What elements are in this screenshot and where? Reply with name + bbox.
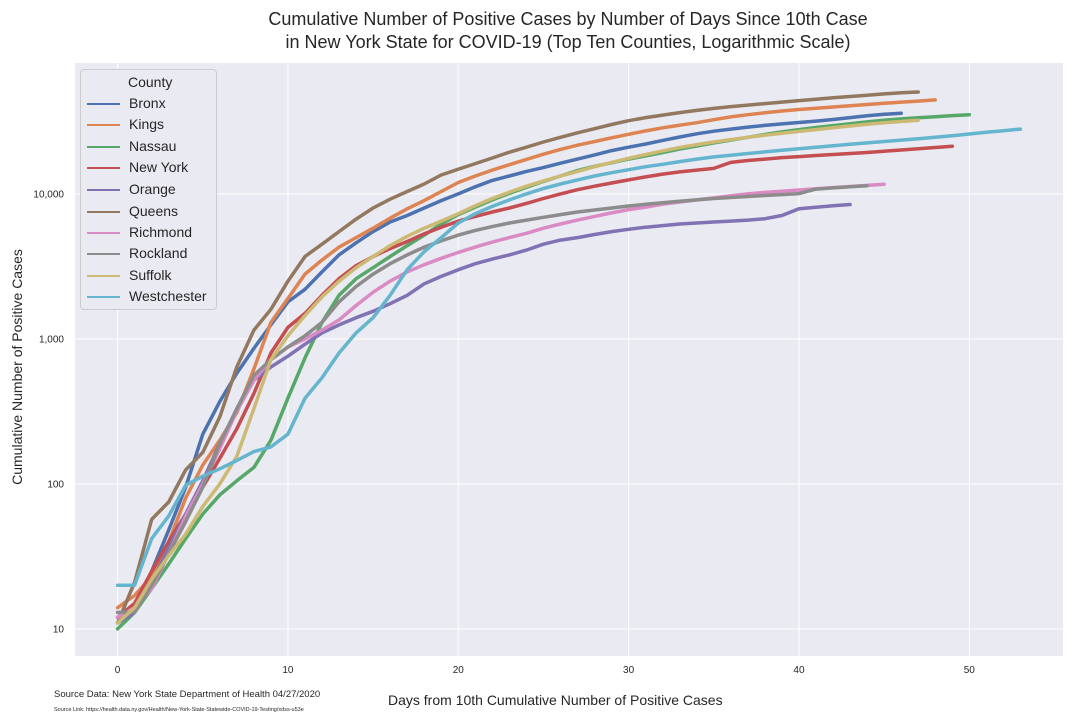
legend-label-richmond: Richmond [129, 224, 193, 240]
legend-swatch-richmond [87, 232, 120, 234]
x-axis-label: Days from 10th Cumulative Number of Posi… [388, 692, 723, 708]
series-line-kings [115, 98, 937, 610]
legend-item-bronx: Bronx [87, 94, 215, 114]
legend-swatch-suffolk [87, 275, 120, 277]
legend-label-westchester: Westchester [129, 288, 207, 304]
legend-item-new-york: New York [87, 158, 215, 178]
x-tick-label: 50 [964, 665, 976, 676]
legend-item-queens: Queens [87, 202, 215, 222]
legend-label-kings: Kings [129, 116, 165, 132]
y-tick-label: 10 [53, 624, 65, 635]
legend-swatch-kings [87, 124, 120, 126]
grid [75, 63, 1063, 656]
legend-swatch-rockland [87, 253, 120, 255]
legend-label-rockland: Rockland [129, 245, 188, 261]
legend-swatch-bronx [87, 103, 120, 105]
y-tick-label: 1,000 [39, 334, 64, 345]
chart-title-line-1: Cumulative Number of Positive Cases by N… [268, 9, 868, 29]
source-link-note: Source Link: https://health.data.ny.gov/… [54, 707, 304, 713]
legend-swatch-orange [87, 189, 120, 191]
legend-label-bronx: Bronx [129, 95, 166, 111]
series-line-bronx [115, 111, 903, 620]
series-line-rockland [115, 183, 869, 615]
legend-swatch-queens [87, 211, 120, 213]
x-tick-label: 30 [623, 665, 635, 676]
x-tick-label: 10 [282, 665, 294, 676]
legend-label-nassau: Nassau [129, 138, 177, 154]
y-tick-label: 100 [47, 479, 64, 490]
legend-label-new-york: New York [129, 159, 189, 175]
y-tick-label: 10,000 [33, 189, 64, 200]
x-tick-label: 40 [793, 665, 805, 676]
legend-title: County [128, 74, 173, 90]
x-tick-label: 20 [453, 665, 465, 676]
legend-label-orange: Orange [129, 181, 176, 197]
legend-label-suffolk: Suffolk [129, 267, 172, 283]
chart-title-line-2: in New York State for COVID-19 (Top Ten … [285, 32, 851, 52]
y-axis-label: Cumulative Number of Positive Cases [9, 249, 25, 485]
legend-item-kings: Kings [87, 115, 215, 135]
source-data-note: Source Data: New York State Department o… [54, 689, 321, 700]
legend-item-suffolk: Suffolk [87, 266, 215, 286]
plot-area [75, 63, 1063, 656]
legend-item-orange: Orange [87, 180, 215, 200]
series-line-queens [115, 90, 920, 625]
legend-item-nassau: Nassau [87, 137, 215, 157]
legend-swatch-westchester [87, 296, 120, 298]
legend-item-richmond: Richmond [87, 223, 215, 243]
x-tick-label: 0 [115, 665, 121, 676]
series-layer [115, 90, 1023, 631]
chart-title: Cumulative Number of Positive Cases by N… [0, 8, 1080, 54]
legend-label-queens: Queens [129, 203, 179, 219]
legend-item-westchester: Westchester [87, 287, 215, 307]
series-line-suffolk [115, 118, 920, 625]
legend: County Bronx Kings Nassau New York Orang… [80, 69, 217, 310]
legend-item-rockland: Rockland [87, 244, 215, 264]
series-line-westchester [115, 127, 1023, 587]
series-line-new-york [115, 144, 955, 620]
legend-swatch-nassau [87, 146, 120, 148]
tick-labels: 0 10 20 30 40 50 10 100 1,000 10,000 [33, 189, 975, 676]
legend-swatch-new-york [87, 167, 120, 169]
